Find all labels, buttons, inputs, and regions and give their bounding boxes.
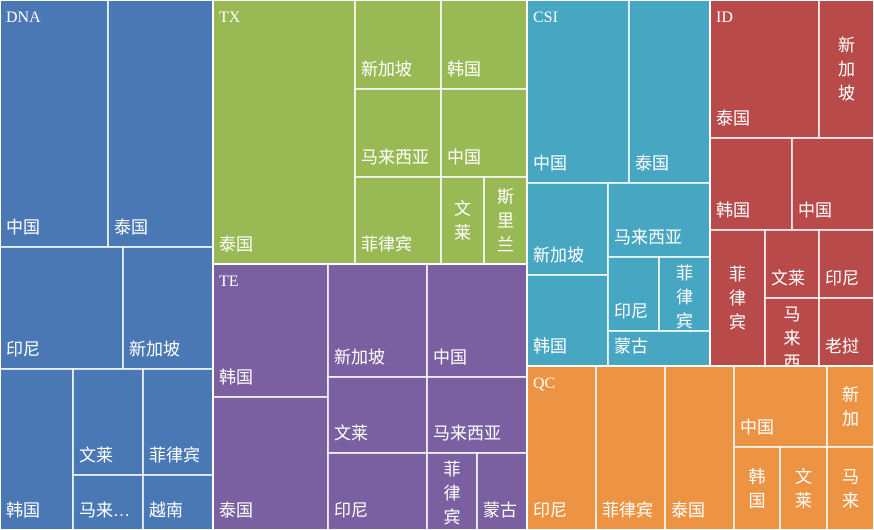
tile-label: 韩国 xyxy=(716,201,750,220)
tile-label: 中国 xyxy=(740,418,774,437)
tile-label: 菲律宾 xyxy=(676,264,693,331)
tile-label: 文莱 xyxy=(79,446,113,465)
tile-dna-4 xyxy=(0,368,74,530)
tile-te-1 xyxy=(212,396,329,530)
group-label: QC xyxy=(533,375,555,392)
tile-te-8 xyxy=(476,452,528,530)
tile-label: 越南 xyxy=(149,501,183,520)
tile-label: 泰国 xyxy=(219,501,253,520)
tile-label: 韩国 xyxy=(6,501,40,520)
tile-label: 菲律宾 xyxy=(149,446,200,465)
group-label: TE xyxy=(219,273,239,290)
tile-label: 印尼 xyxy=(825,269,859,288)
group-label: DNA xyxy=(6,9,41,26)
tile-id-0 xyxy=(709,0,820,139)
tile-te-3 xyxy=(426,263,528,378)
tile-id-3 xyxy=(791,137,874,231)
tile-csi-1 xyxy=(628,0,711,184)
tile-id-5 xyxy=(764,229,820,299)
tile-label: 新加坡 xyxy=(129,340,180,359)
tile-label: 印尼 xyxy=(533,501,567,520)
tile-qc-2 xyxy=(664,365,735,530)
tile-id-8 xyxy=(818,297,874,367)
tile-tx-0 xyxy=(212,0,356,265)
tile-label: 蒙古 xyxy=(614,337,648,356)
tile-label: 马来西亚 xyxy=(614,228,682,247)
tile-dna-8 xyxy=(142,474,214,530)
tile-label: 老挝 xyxy=(825,337,859,356)
tile-label: 文莱 xyxy=(454,200,471,243)
tile-label: 马来 xyxy=(842,468,859,511)
tile-csi-7 xyxy=(607,330,711,367)
tile-label: 新加坡 xyxy=(533,246,584,265)
tile-qc-6 xyxy=(779,446,828,530)
tile-label: 泰国 xyxy=(635,154,669,173)
tile-label: 新加 xyxy=(842,386,859,429)
tile-label: 中国 xyxy=(533,154,567,173)
tile-label: 泰国 xyxy=(219,235,253,254)
tile-qc-5 xyxy=(733,446,781,530)
tile-label: 菲律宾 xyxy=(361,235,412,254)
tile-label: 马来西亚 xyxy=(433,424,501,443)
tile-tx-6 xyxy=(440,176,485,265)
tile-label: 斯里兰 xyxy=(497,188,514,255)
group-label: TX xyxy=(219,9,241,26)
tile-label: 韩国 xyxy=(533,337,567,356)
tile-label: 印尼 xyxy=(334,501,368,520)
group-label: CSI xyxy=(533,9,558,26)
tile-label: 马来… xyxy=(79,501,130,520)
tile-csi-3 xyxy=(526,274,609,367)
tile-te-6 xyxy=(327,452,428,530)
tile-label: 印尼 xyxy=(614,302,648,321)
tile-qc-4 xyxy=(826,365,874,448)
tile-dna-6 xyxy=(142,368,214,476)
tile-label: 蒙古 xyxy=(483,501,517,520)
tile-label: 中国 xyxy=(433,348,467,367)
tile-label: 泰国 xyxy=(114,218,148,237)
tile-csi-6 xyxy=(658,256,711,332)
tile-te-2 xyxy=(327,263,428,378)
tile-label: 韩国 xyxy=(749,468,766,511)
tile-te-0 xyxy=(212,263,329,398)
tile-label: 泰国 xyxy=(716,109,750,128)
tile-dna-0 xyxy=(0,0,109,248)
tile-label: 韩国 xyxy=(447,60,481,79)
tile-label: 印尼 xyxy=(6,340,40,359)
tile-label: 菲律宾 xyxy=(729,265,746,332)
tile-label: 新加坡 xyxy=(361,60,412,79)
tile-label: 文莱 xyxy=(334,424,368,443)
tile-dna-5 xyxy=(72,368,144,476)
tile-te-4 xyxy=(327,376,428,454)
tile-label: 韩国 xyxy=(219,368,253,387)
tile-label: 新加坡 xyxy=(838,36,855,103)
tile-label: 文莱 xyxy=(795,468,812,511)
tile-dna-3 xyxy=(122,246,214,370)
group-label: ID xyxy=(716,9,733,26)
tile-dna-2 xyxy=(0,246,124,370)
tile-tx-5 xyxy=(354,176,442,265)
tile-label: 新加坡 xyxy=(334,348,385,367)
tile-id-1 xyxy=(818,0,874,139)
tile-label: 菲律宾 xyxy=(444,460,461,527)
tile-label: 马来西亚 xyxy=(361,148,429,167)
tile-tx-3 xyxy=(354,88,442,178)
tile-qc-3 xyxy=(733,365,828,448)
group-te: 韩国泰国 新加坡 中国文莱 马来西亚印尼 菲律宾蒙古 TE xyxy=(212,263,528,530)
tile-label: 中国 xyxy=(447,148,481,167)
tile-qc-7 xyxy=(826,446,874,530)
tile-label: 泰国 xyxy=(671,501,705,520)
tile-label: 文莱 xyxy=(771,269,805,288)
tile-dna-1 xyxy=(107,0,214,248)
tile-label: 菲律宾 xyxy=(602,501,653,520)
tile-label: 中国 xyxy=(798,201,832,220)
group-id: 泰国新加坡韩国中国菲律宾文莱印尼马来西亚老挝ID xyxy=(709,0,874,396)
tile-csi-4 xyxy=(607,182,711,258)
tile-label: 中国 xyxy=(6,218,40,237)
